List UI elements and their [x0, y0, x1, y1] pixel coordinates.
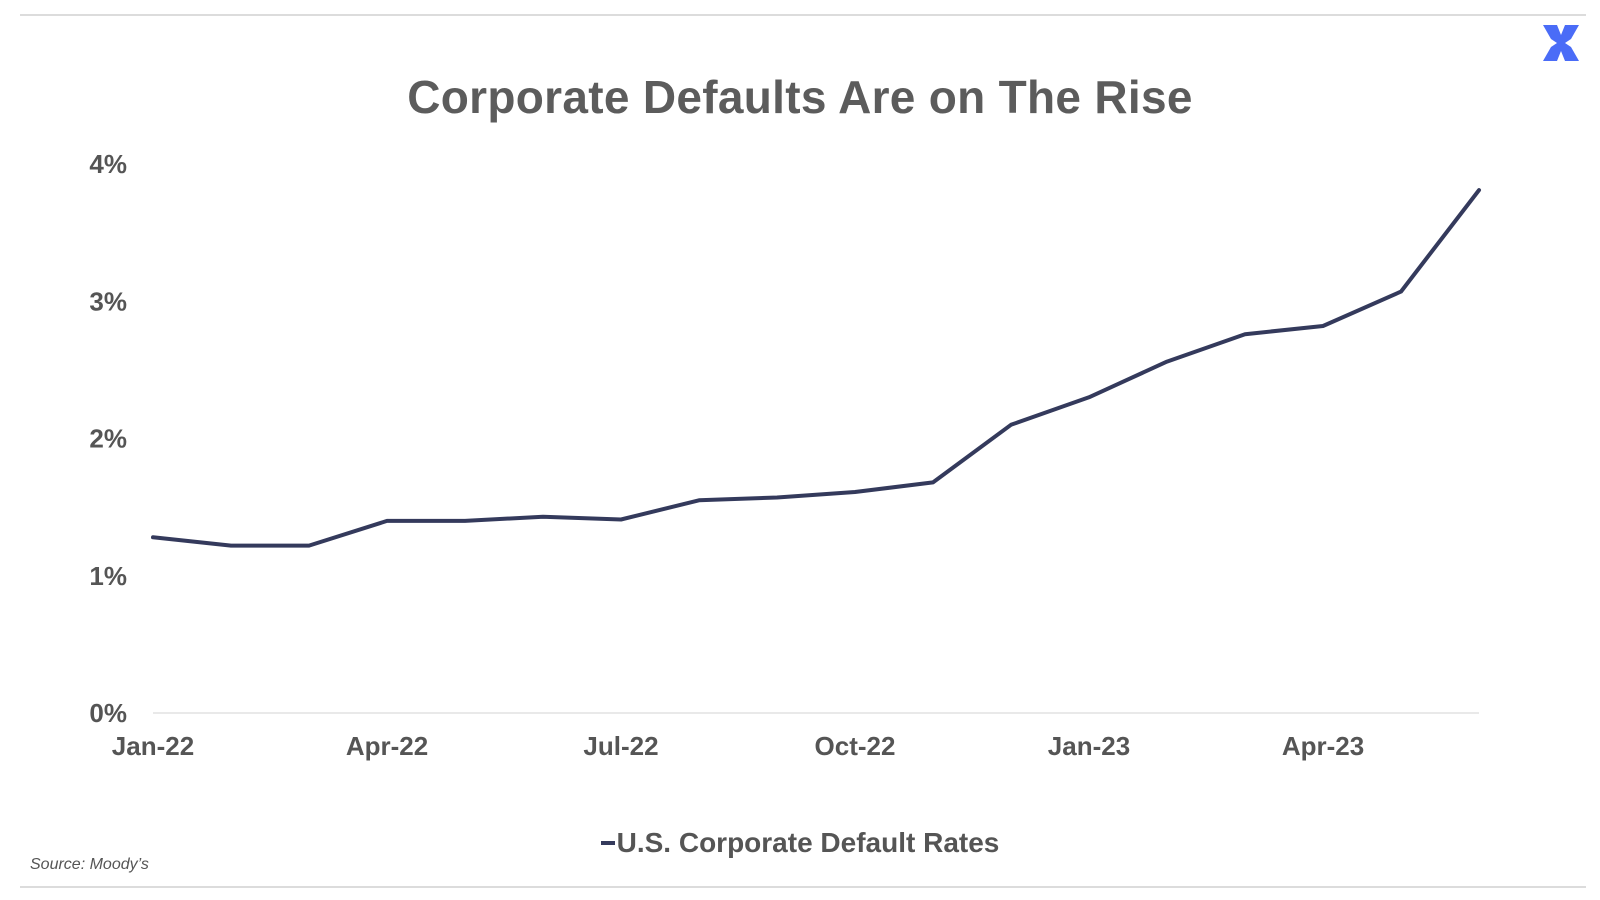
legend: U.S. Corporate Default Rates: [0, 827, 1600, 859]
x-brand-icon: [1543, 25, 1579, 61]
bottom-divider: [20, 886, 1586, 888]
x-tick-label: Apr-22: [346, 731, 428, 761]
legend-label: U.S. Corporate Default Rates: [616, 827, 1000, 858]
y-tick-label: 4%: [89, 149, 127, 179]
x-tick-label: Jul-22: [583, 731, 658, 761]
y-tick-label: 1%: [89, 561, 127, 591]
y-tick-label: 3%: [89, 286, 127, 316]
x-tick-label: Oct-22: [815, 731, 896, 761]
series-line: [151, 188, 1481, 548]
chart-title: Corporate Defaults Are on The Rise: [407, 71, 1193, 123]
top-divider: [20, 14, 1586, 16]
source-note: Source: Moody’s: [30, 856, 149, 873]
y-tick-label: 0%: [89, 698, 127, 728]
x-tick-label: Jan-22: [112, 731, 194, 761]
x-tick-label: Apr-23: [1282, 731, 1364, 761]
legend-swatch: [600, 840, 615, 845]
y-tick-label: 2%: [89, 424, 127, 454]
x-tick-label: Jan-23: [1048, 731, 1130, 761]
